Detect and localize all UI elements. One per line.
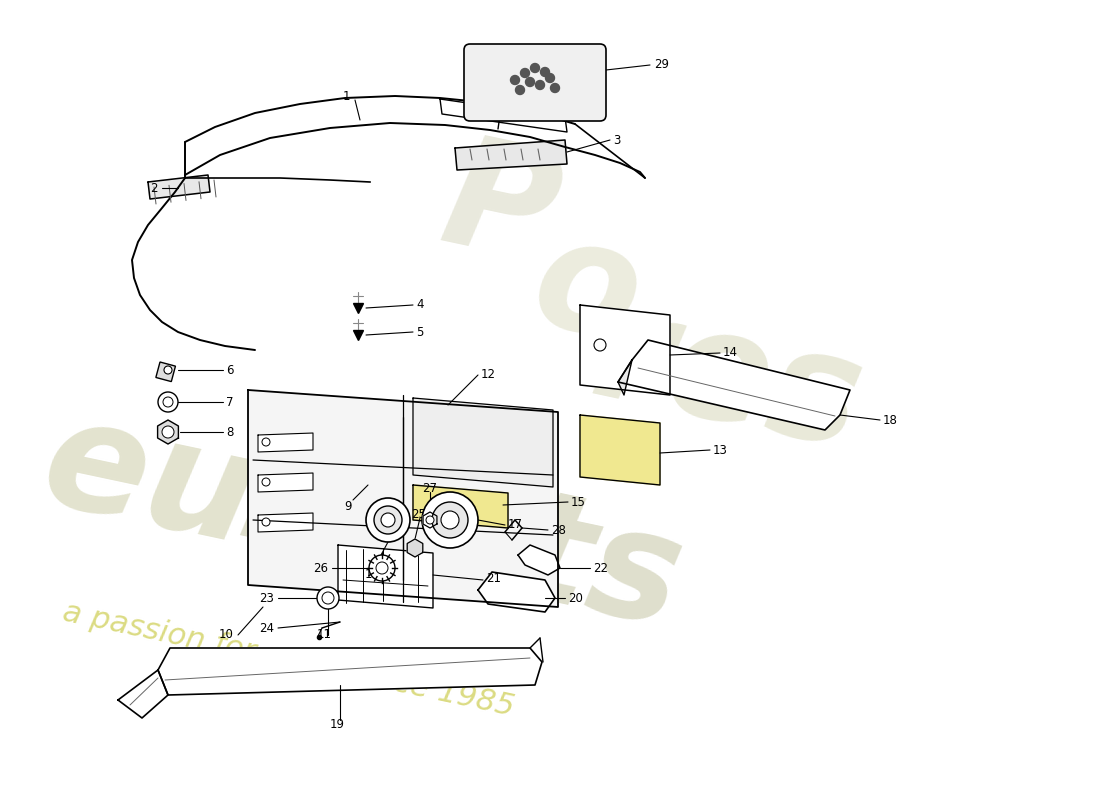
Text: o: o [520,206,653,374]
Text: 10: 10 [219,629,234,642]
Text: 25: 25 [411,507,427,521]
Text: 1: 1 [342,90,350,102]
Polygon shape [248,390,558,607]
Text: 19: 19 [330,718,344,730]
Text: 7: 7 [226,395,233,409]
FancyBboxPatch shape [464,44,606,121]
Text: 4: 4 [416,298,424,311]
Text: 21: 21 [486,571,500,585]
Circle shape [432,502,468,538]
Text: 28: 28 [551,523,565,537]
Text: 8: 8 [226,426,233,438]
Circle shape [374,506,401,534]
Circle shape [550,83,560,93]
Text: 6: 6 [226,363,233,377]
Circle shape [366,498,410,542]
Text: P: P [430,126,571,294]
Circle shape [540,67,550,77]
Text: Parts: Parts [230,421,696,659]
Text: 15: 15 [571,495,586,509]
Text: res: res [580,279,874,481]
Polygon shape [455,140,566,170]
Polygon shape [440,99,566,132]
Polygon shape [518,545,560,575]
Text: 29: 29 [654,58,669,71]
Polygon shape [407,539,422,557]
Polygon shape [580,305,670,395]
Text: euro: euro [30,386,446,614]
Circle shape [441,511,459,529]
Text: a passion for parts since 1985: a passion for parts since 1985 [60,598,517,722]
Text: 17: 17 [508,518,522,531]
Circle shape [376,562,388,574]
Text: 23: 23 [260,591,274,605]
Text: 26: 26 [314,562,328,574]
Polygon shape [338,545,433,608]
Circle shape [262,478,270,486]
Polygon shape [478,572,556,612]
Circle shape [530,63,539,73]
Polygon shape [618,360,632,395]
Circle shape [262,438,270,446]
Polygon shape [258,433,314,452]
Bar [156,362,176,382]
Polygon shape [424,512,437,528]
Text: 20: 20 [568,591,583,605]
Text: 2: 2 [151,182,158,194]
Text: 27: 27 [422,482,438,494]
Circle shape [317,587,339,609]
Polygon shape [412,485,508,528]
Polygon shape [258,473,314,492]
Circle shape [546,74,554,82]
Polygon shape [157,420,178,444]
Circle shape [164,366,172,374]
Circle shape [158,392,178,412]
Polygon shape [118,670,168,718]
Circle shape [526,78,535,86]
Text: 18: 18 [883,414,898,426]
Circle shape [262,518,270,526]
Circle shape [322,592,334,604]
Circle shape [422,492,478,548]
Text: 12: 12 [481,369,496,382]
Circle shape [426,516,434,524]
Circle shape [516,86,525,94]
Text: 16: 16 [364,569,380,582]
Polygon shape [580,415,660,485]
Text: 5: 5 [416,326,424,338]
Circle shape [381,513,395,527]
Polygon shape [158,648,542,695]
Circle shape [163,397,173,407]
Polygon shape [258,513,314,532]
Text: 14: 14 [723,346,738,359]
Circle shape [594,339,606,351]
Text: 22: 22 [593,562,608,574]
Polygon shape [148,175,210,199]
Circle shape [520,69,529,78]
Circle shape [510,75,519,85]
Circle shape [536,81,544,90]
Polygon shape [618,340,850,430]
Polygon shape [412,398,553,487]
Text: 24: 24 [258,622,274,634]
Text: 3: 3 [613,134,620,146]
Text: 13: 13 [713,443,728,457]
Circle shape [162,426,174,438]
Text: 11: 11 [317,629,331,642]
Circle shape [368,555,395,581]
Text: 9: 9 [344,499,352,513]
